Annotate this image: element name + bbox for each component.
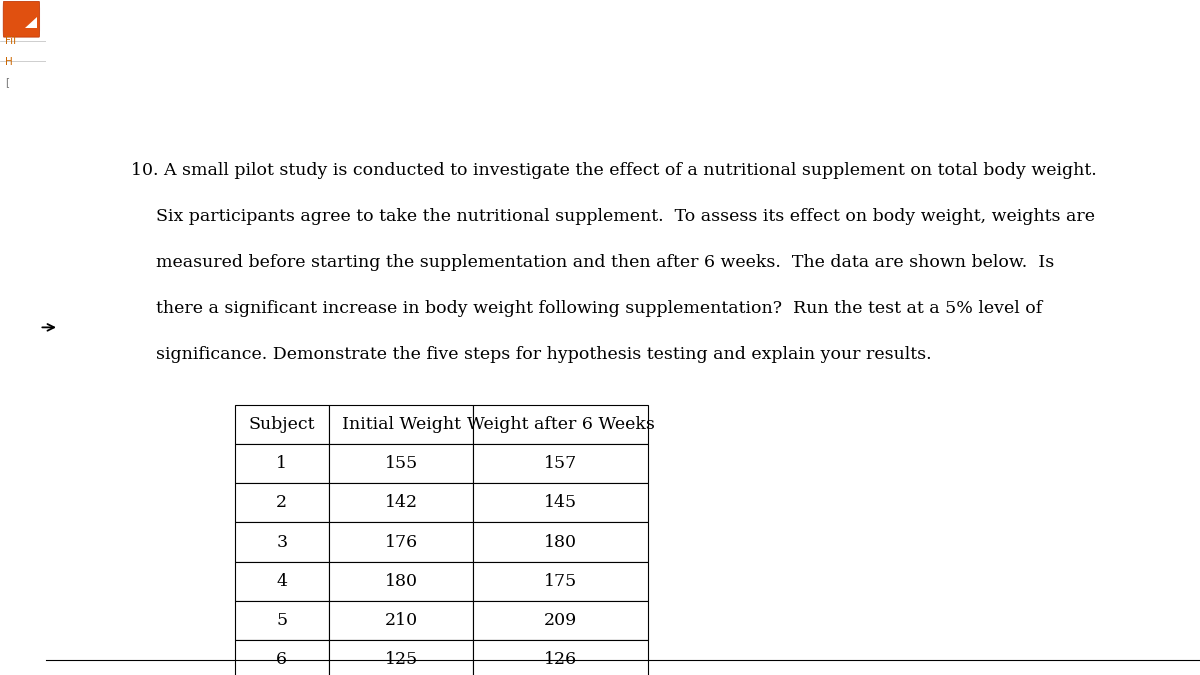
Bar	[329, 444, 473, 483]
Text: 1: 1	[276, 455, 287, 472]
Bar	[473, 640, 648, 675]
Bar	[329, 640, 473, 675]
FancyBboxPatch shape	[4, 1, 40, 37]
Text: Subject: Subject	[248, 416, 316, 433]
Text: measured before starting the supplementation and then after 6 weeks.  The data a: measured before starting the supplementa…	[156, 254, 1055, 271]
Text: Initial Weight: Initial Weight	[342, 416, 461, 433]
Text: 4: 4	[276, 572, 287, 590]
Text: 180: 180	[384, 572, 418, 590]
Text: 5: 5	[276, 612, 288, 629]
Text: [: [	[6, 77, 10, 87]
Text: 175: 175	[544, 572, 577, 590]
Bar	[235, 640, 329, 675]
Text: there a significant increase in body weight following supplementation?  Run the : there a significant increase in body wei…	[156, 300, 1043, 317]
Text: Fil: Fil	[6, 36, 17, 47]
Bar	[329, 405, 473, 444]
Text: 10. A small pilot study is conducted to investigate the effect of a nutritional : 10. A small pilot study is conducted to …	[131, 162, 1097, 179]
Text: 3: 3	[276, 533, 288, 551]
Text: 142: 142	[384, 494, 418, 512]
Polygon shape	[25, 17, 37, 28]
Bar	[473, 601, 648, 640]
Text: 180: 180	[544, 533, 577, 551]
Text: 2: 2	[276, 494, 288, 512]
Bar	[235, 483, 329, 522]
Text: significance. Demonstrate the five steps for hypothesis testing and explain your: significance. Demonstrate the five steps…	[156, 346, 932, 362]
Bar	[329, 522, 473, 562]
Bar	[235, 562, 329, 601]
Text: 176: 176	[384, 533, 418, 551]
Bar	[473, 483, 648, 522]
Bar	[235, 444, 329, 483]
Text: 210: 210	[384, 612, 418, 629]
Text: 6: 6	[276, 651, 287, 668]
Text: 125: 125	[384, 651, 418, 668]
Bar	[329, 601, 473, 640]
Bar	[235, 601, 329, 640]
Bar	[473, 562, 648, 601]
Bar	[235, 405, 329, 444]
Text: Six participants agree to take the nutritional supplement.  To assess its effect: Six participants agree to take the nutri…	[156, 208, 1096, 225]
Text: 145: 145	[544, 494, 577, 512]
Bar	[473, 444, 648, 483]
Text: 155: 155	[384, 455, 418, 472]
Bar	[329, 483, 473, 522]
Text: 209: 209	[544, 612, 577, 629]
Bar	[473, 522, 648, 562]
Bar	[473, 405, 648, 444]
Bar	[235, 522, 329, 562]
Text: 126: 126	[544, 651, 577, 668]
Bar	[329, 562, 473, 601]
Text: Weight after 6 Weeks: Weight after 6 Weeks	[467, 416, 654, 433]
Text: 157: 157	[544, 455, 577, 472]
Text: H: H	[6, 57, 13, 67]
